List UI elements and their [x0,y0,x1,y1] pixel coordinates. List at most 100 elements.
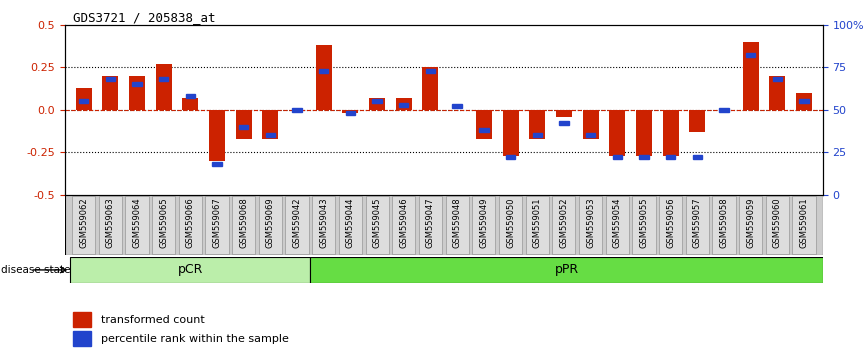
Bar [236,110,252,139]
Bar [372,99,382,103]
FancyBboxPatch shape [312,196,335,254]
Bar [79,99,88,103]
Bar [772,77,782,81]
FancyBboxPatch shape [766,196,789,254]
Bar [106,77,115,81]
Bar [399,103,409,107]
FancyBboxPatch shape [205,196,229,254]
Bar [129,76,145,110]
FancyBboxPatch shape [579,196,602,254]
Text: pPR: pPR [554,263,578,276]
FancyBboxPatch shape [339,196,362,254]
Text: disease state: disease state [1,265,70,275]
Bar [159,77,168,81]
Bar [73,331,92,346]
Text: percentile rank within the sample: percentile rank within the sample [101,334,289,344]
FancyBboxPatch shape [419,196,442,254]
Text: GSM559063: GSM559063 [106,198,115,249]
Bar [666,155,675,159]
FancyBboxPatch shape [739,196,762,254]
Bar [423,67,438,110]
FancyBboxPatch shape [152,196,175,254]
Bar [453,104,462,108]
Bar [262,110,278,139]
Bar [662,110,679,156]
FancyBboxPatch shape [392,196,416,254]
Text: GSM559066: GSM559066 [186,198,195,249]
Text: GSM559043: GSM559043 [320,198,328,249]
Text: GSM559048: GSM559048 [453,198,462,249]
FancyBboxPatch shape [659,196,682,254]
Bar [586,133,595,137]
Text: GSM559061: GSM559061 [799,198,809,249]
Bar [799,99,809,103]
Text: GSM559055: GSM559055 [639,198,649,248]
Bar [612,155,622,159]
Bar [396,98,412,110]
FancyBboxPatch shape [259,196,282,254]
Text: GSM559054: GSM559054 [613,198,622,248]
Bar [720,108,728,112]
Text: GSM559044: GSM559044 [346,198,355,248]
Bar [293,108,301,112]
Bar [610,110,625,156]
Bar [75,88,92,110]
Bar [70,257,310,283]
Bar [743,42,759,110]
Bar [369,98,385,110]
Bar [73,312,92,327]
FancyBboxPatch shape [99,196,122,254]
Bar [693,155,702,159]
Bar [310,257,823,283]
FancyBboxPatch shape [605,196,629,254]
FancyBboxPatch shape [178,196,202,254]
Bar [639,155,649,159]
Bar [239,125,249,129]
Text: GSM559065: GSM559065 [159,198,168,249]
Bar [342,110,359,113]
Bar [746,53,755,57]
Text: GSM559052: GSM559052 [559,198,568,248]
Bar [796,93,812,110]
Bar [346,111,355,115]
FancyBboxPatch shape [286,196,308,254]
Bar [529,110,546,139]
FancyBboxPatch shape [365,196,389,254]
Bar [533,133,542,137]
Bar [479,128,488,132]
Bar [102,76,119,110]
Text: GSM559057: GSM559057 [693,198,701,249]
Text: GSM559046: GSM559046 [399,198,408,249]
FancyBboxPatch shape [72,196,95,254]
Bar [132,82,142,86]
Bar [769,76,785,110]
Text: GSM559049: GSM559049 [480,198,488,248]
Text: GSM559051: GSM559051 [533,198,542,248]
Bar [266,133,275,137]
Bar [583,110,598,139]
Text: GSM559068: GSM559068 [239,198,249,249]
Text: GSM559047: GSM559047 [426,198,435,249]
FancyBboxPatch shape [472,196,495,254]
Bar [156,64,171,110]
Bar [183,98,198,110]
Bar [319,69,328,73]
Bar [426,69,435,73]
FancyBboxPatch shape [526,196,549,254]
Bar [475,110,492,139]
Bar [689,110,705,132]
Text: GSM559060: GSM559060 [772,198,782,249]
Text: pCR: pCR [178,263,203,276]
Bar [212,162,222,166]
FancyBboxPatch shape [126,196,149,254]
Text: GSM559064: GSM559064 [132,198,141,249]
FancyBboxPatch shape [632,196,656,254]
FancyBboxPatch shape [553,196,576,254]
FancyBboxPatch shape [446,196,469,254]
Text: GSM559045: GSM559045 [372,198,382,248]
Bar [209,110,225,161]
Bar [559,121,569,125]
FancyBboxPatch shape [499,196,522,254]
Text: GSM559069: GSM559069 [266,198,275,249]
Text: GSM559042: GSM559042 [293,198,301,248]
